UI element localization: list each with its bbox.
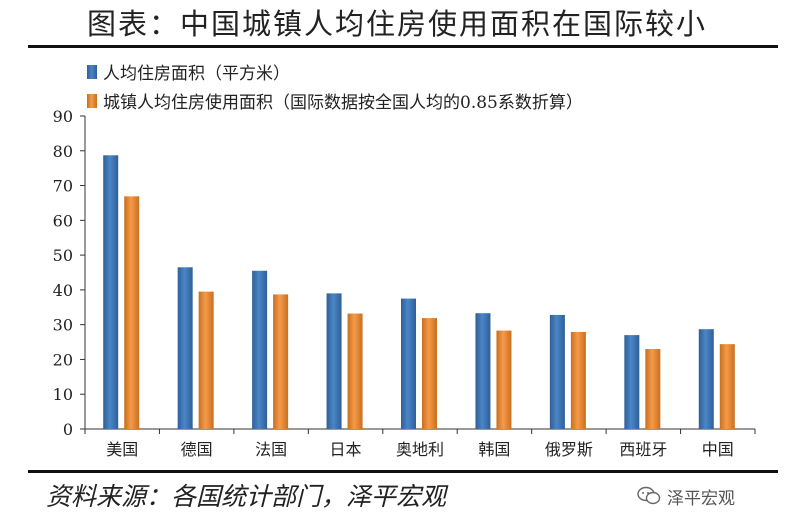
x-tick-label: 俄罗斯	[545, 440, 593, 459]
x-tick-label: 韩国	[478, 440, 510, 459]
chart-title: 图表：中国城镇人均住房使用面积在国际较小	[86, 7, 707, 41]
bar-series2	[198, 291, 214, 429]
watermark: 泽平宏观	[637, 476, 735, 516]
x-tick-label: 中国	[702, 440, 734, 459]
bar-series2	[347, 313, 363, 429]
bar-series1	[103, 155, 119, 429]
y-tick-label: 90	[53, 107, 73, 126]
y-tick-label: 10	[53, 385, 73, 404]
bar-series1	[624, 335, 640, 429]
bar-series2	[422, 318, 437, 429]
top-divider	[28, 45, 778, 48]
x-tick-label: 奥地利	[396, 440, 444, 459]
bar-series1	[475, 313, 491, 429]
bar-series1	[177, 267, 193, 429]
bar-series1	[698, 329, 714, 429]
legend-label-2: 城镇人均住房使用面积（国际数据按全国人均的0.85系数折算）	[103, 92, 583, 113]
y-tick-label: 60	[53, 211, 73, 230]
bar-series2	[124, 196, 140, 429]
bar-series1	[252, 270, 268, 429]
y-tick-label: 50	[53, 246, 73, 265]
bottom-divider	[28, 470, 778, 473]
wechat-icon	[637, 486, 661, 506]
y-tick-label: 80	[53, 142, 73, 161]
x-tick-label: 日本	[330, 440, 362, 459]
x-tick-label: 西班牙	[619, 440, 667, 459]
bar-series2	[496, 330, 512, 429]
y-tick-label: 20	[53, 350, 73, 369]
legend-label-1: 人均住房面积（平方米）	[103, 64, 290, 84]
bar-series1	[549, 314, 565, 429]
y-tick-label: 30	[53, 316, 73, 335]
bar-series1	[401, 298, 416, 429]
watermark-text: 泽平宏观	[667, 488, 735, 509]
x-tick-label: 法国	[255, 440, 287, 459]
source-note: 资料来源：各国统计部门，泽平宏观	[46, 482, 447, 511]
bar-series1	[326, 293, 342, 429]
y-tick-label: 70	[53, 177, 73, 196]
y-tick-label: 0	[63, 420, 73, 439]
bar-series2	[273, 294, 289, 429]
y-tick-label: 40	[53, 281, 73, 300]
bar-chart: 人均住房面积（平方米） 城镇人均住房使用面积（国际数据按全国人均的0.85系数折算…	[53, 64, 756, 459]
bar-series2	[645, 349, 661, 429]
bar-series2	[570, 331, 586, 429]
legend-swatch-2	[87, 94, 97, 108]
legend-swatch-1	[87, 65, 97, 79]
x-tick-label: 德国	[181, 440, 213, 459]
x-tick-label: 美国	[106, 440, 138, 459]
bar-series2	[719, 344, 735, 429]
